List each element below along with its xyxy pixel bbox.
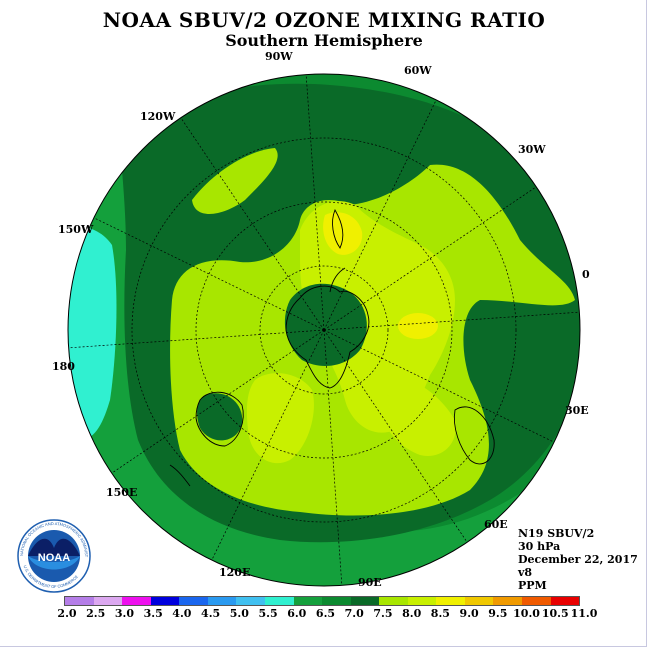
scale-segment — [464, 597, 494, 605]
scale-tick-label: 8.5 — [430, 607, 450, 620]
scale-tick-label: 7.5 — [373, 607, 393, 620]
meridian-line — [93, 217, 325, 331]
coast-nz — [169, 464, 191, 487]
scale-segment — [436, 597, 465, 605]
scale-tick-label: 5.5 — [258, 607, 278, 620]
scale-segment — [236, 597, 265, 605]
info-level: 30 hPa — [518, 540, 561, 553]
scale-segment — [550, 597, 580, 605]
info-date: December 22, 2017 — [518, 553, 638, 566]
scale-tick-label: 6.0 — [287, 607, 307, 620]
lon-label-180: 180 — [52, 360, 75, 373]
scale-segment — [293, 597, 323, 605]
lon-label-120e: 120E — [219, 566, 251, 579]
meridian-line — [180, 117, 325, 331]
lon-label-90e: 90E — [358, 576, 382, 589]
lon-label-90w: 90W — [265, 50, 293, 63]
graticule — [131, 137, 517, 523]
scale-tick-label: 9.5 — [488, 607, 508, 620]
scale-segment — [493, 597, 522, 605]
region-8ppm-south — [246, 373, 314, 464]
meridian-line — [68, 329, 325, 349]
region-8ppm-east — [378, 377, 456, 456]
meridian-line — [323, 186, 537, 331]
scale-tick-label: 3.5 — [143, 607, 163, 620]
noaa-logo: NOAA NATIONAL OCEANIC AND ATMOSPHERIC AD… — [16, 518, 91, 593]
meridian-line — [323, 329, 343, 586]
svg-text:NOAA: NOAA — [38, 552, 70, 564]
scale-tick-label: 4.0 — [172, 607, 192, 620]
scale-tick-label: 6.5 — [315, 607, 336, 620]
region-8-5ppm-max — [398, 313, 438, 339]
scale-segment — [350, 597, 380, 605]
info-satellite: N19 SBUV/2 — [518, 527, 595, 540]
lon-label-0: 0 — [582, 268, 590, 281]
coast-africa — [453, 406, 495, 465]
scale-tick-label: 3.0 — [114, 607, 135, 620]
scale-tick-label: 10.0 — [513, 607, 540, 620]
coast-antarctica — [285, 285, 370, 389]
scale-tick-label: 10.5 — [541, 607, 569, 620]
meridian-line — [323, 99, 437, 331]
scale-segment — [379, 597, 408, 605]
meridian-line — [211, 329, 325, 561]
lon-label-60w: 60W — [404, 64, 432, 77]
meridian-line — [323, 311, 580, 331]
scale-segment — [322, 597, 351, 605]
scale-segment — [407, 597, 437, 605]
map-title: NOAA SBUV/2 OZONE MIXING RATIO — [102, 8, 546, 32]
coast-south-america — [332, 208, 344, 249]
scale-segment — [150, 597, 180, 605]
scale-tick-label: 7.0 — [344, 607, 364, 620]
color-scale — [64, 596, 580, 606]
scale-segment — [522, 597, 551, 605]
scale-tick-label: 4.5 — [201, 607, 221, 620]
scale-tick-label: 8.0 — [402, 607, 422, 620]
region-7ppm-sw — [197, 393, 243, 441]
scale-segment — [65, 597, 94, 605]
scale-tick-label: 2.5 — [86, 607, 106, 620]
meridian-line — [323, 329, 468, 543]
coastlines — [169, 208, 495, 487]
lon-label-120w: 120W — [140, 110, 176, 123]
scale-segment — [207, 597, 237, 605]
scale-segment — [264, 597, 294, 605]
lon-label-60e: 60E — [484, 518, 508, 531]
meridian-line — [323, 329, 555, 443]
scale-tick-label: 2.0 — [57, 607, 77, 620]
scale-tick-label: 9.0 — [459, 607, 479, 620]
scale-tick-label: 5.0 — [229, 607, 249, 620]
coast-peninsula — [329, 267, 346, 293]
lon-label-150w: 150W — [58, 223, 94, 236]
scale-segment — [93, 597, 123, 605]
info-version: v8 — [518, 566, 533, 579]
scale-segment — [179, 597, 208, 605]
region-antarctic-low — [284, 283, 367, 366]
lon-label-30w: 30W — [518, 143, 546, 156]
region-8ppm — [300, 201, 455, 433]
meridians — [68, 74, 580, 586]
meridian-line — [111, 329, 325, 474]
lon-label-30e: 30E — [565, 404, 589, 417]
info-block: N19 SBUV/2 30 hPa December 22, 2017 v8 P… — [518, 527, 638, 592]
scale-segment — [122, 597, 151, 605]
globe-outline — [67, 73, 581, 587]
info-units: PPM — [518, 579, 547, 592]
meridian-line — [305, 74, 325, 331]
map-subtitle: Southern Hemisphere — [225, 31, 423, 50]
lon-label-150e: 150E — [106, 486, 138, 499]
region-7-5ppm-nw — [192, 148, 278, 214]
scale-tick-label: 11.0 — [570, 607, 598, 620]
coast-australia — [195, 391, 244, 447]
